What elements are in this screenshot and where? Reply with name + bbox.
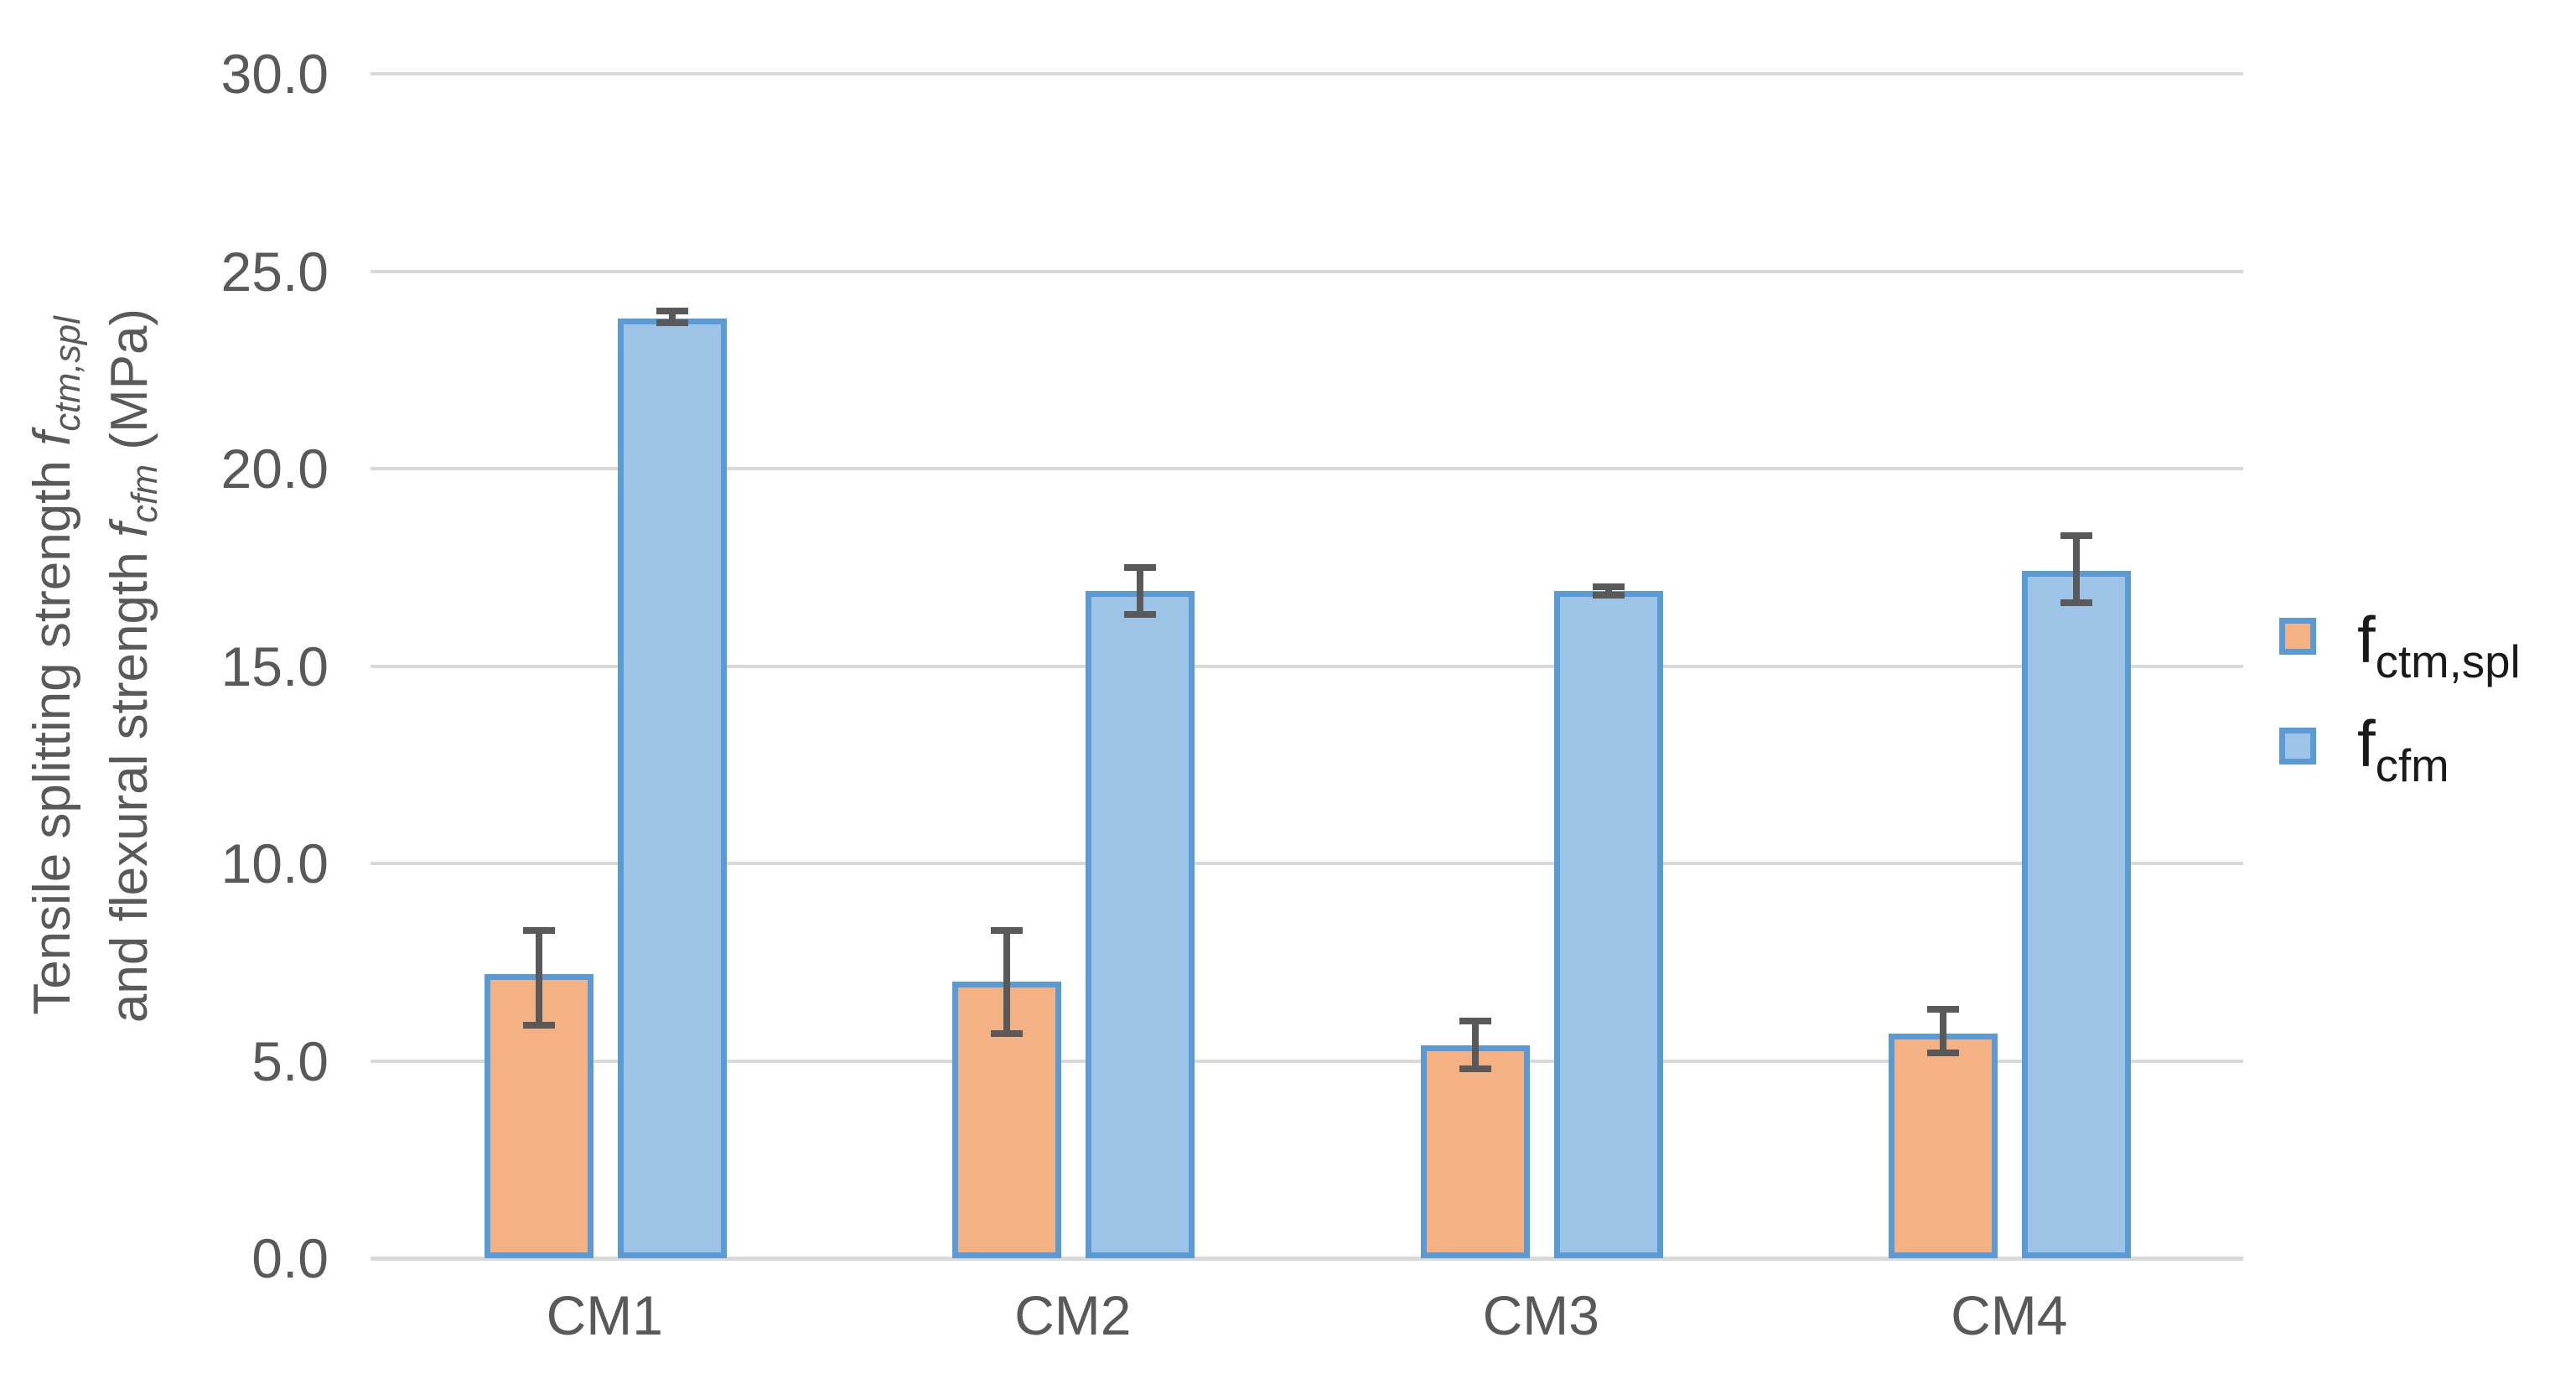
gridline [371, 1059, 2243, 1063]
error-bar-cap [656, 307, 688, 314]
x-axis-label-cm3: CM3 [1482, 1284, 1599, 1346]
bar-fctmspl-cm3 [1420, 1044, 1530, 1258]
y-tick-label: 5.0 [251, 1029, 329, 1092]
error-bar-cap [991, 927, 1024, 935]
gridline [371, 72, 2243, 75]
error-bar-cap [522, 1022, 555, 1029]
error-bar-cap [1592, 591, 1625, 599]
error-bar-cap [1592, 583, 1625, 591]
error-bar-line [1471, 1021, 1479, 1069]
error-bar-cap [2060, 599, 2093, 607]
legend-label-fctmspl: fctm,spl [2357, 607, 2521, 695]
y-tick-label: 10.0 [220, 832, 329, 894]
error-bar-cap [656, 319, 688, 326]
x-axis-line [371, 1256, 2243, 1261]
gridline [371, 664, 2243, 668]
gridline [371, 862, 2243, 865]
error-bar-line [1940, 1009, 1947, 1054]
x-axis-label-cm2: CM2 [1014, 1284, 1132, 1346]
y-title-text: and flexural strength [101, 537, 158, 1024]
y-tick-label: 30.0 [220, 43, 329, 105]
error-bar-line [2073, 536, 2081, 604]
bar-fcfm-cm3 [1553, 591, 1663, 1258]
legend-f-subscript: cfm [2375, 740, 2449, 792]
error-bar-line [1604, 587, 1612, 595]
bar-fcfm-cm2 [1086, 591, 1195, 1258]
error-bar-cap [2060, 532, 2093, 540]
error-bar-cap [1927, 1050, 1960, 1057]
legend-marker-fcfm [2279, 728, 2316, 765]
bar-fctmspl-cm2 [952, 982, 1062, 1258]
y-tick-label: 0.0 [251, 1227, 329, 1289]
y-tick-label: 25.0 [220, 240, 329, 303]
error-bar-cap [1927, 1006, 1960, 1013]
x-axis-label-cm4: CM4 [1951, 1284, 2068, 1346]
bar-fcfm-cm4 [2022, 571, 2132, 1258]
bar-fcfm-cm1 [617, 319, 727, 1258]
y-tick-label: 20.0 [220, 438, 329, 500]
error-bar-cap [1459, 1018, 1491, 1025]
legend-f-symbol: f [2357, 603, 2376, 676]
error-bar-cap [522, 927, 555, 935]
gridline [371, 467, 2243, 470]
error-bar-line [1003, 930, 1011, 1034]
x-axis-label-cm1: CM1 [546, 1284, 663, 1346]
y-title-f-symbol: f [101, 522, 158, 538]
legend-f-subscript: ctm,spl [2375, 636, 2521, 688]
legend-label-fcfm: fcfm [2357, 711, 2449, 799]
error-bar-line [1137, 567, 1144, 615]
legend-f-symbol: f [2357, 707, 2376, 780]
y-title-text: Tensile splitting strength [23, 445, 81, 1015]
gridline [371, 269, 2243, 273]
legend-marker-fctmspl [2279, 618, 2316, 655]
error-bar-cap [1124, 611, 1157, 619]
error-bar-cap [1459, 1065, 1491, 1072]
error-bar-line [668, 310, 676, 323]
error-bar-cap [1124, 563, 1157, 571]
bar-fctmspl-cm4 [1889, 1033, 1998, 1258]
error-bar-cap [991, 1029, 1024, 1037]
y-tick-label: 15.0 [220, 635, 329, 697]
y-title-f-subscript: ctm,spl [48, 316, 88, 432]
error-bar-line [535, 930, 542, 1026]
